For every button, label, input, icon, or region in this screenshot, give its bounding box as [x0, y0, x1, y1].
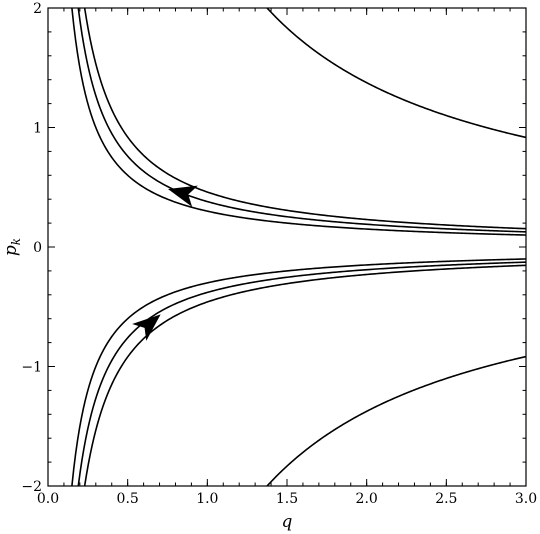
y-tick-label-3: 1	[33, 121, 42, 137]
x-tick-label-2: 1.0	[196, 491, 218, 507]
x-tick-label-1: 0.5	[117, 491, 139, 507]
curve-1	[77, 7, 527, 233]
x-tick-label-5: 2.5	[435, 491, 457, 507]
x-tick-label-4: 2.0	[356, 491, 378, 507]
arrow-1	[132, 314, 161, 341]
arrow-0	[167, 185, 198, 207]
x-axis-label: q	[282, 512, 293, 532]
y-axis-label-sub: k	[9, 238, 23, 245]
curve-3	[266, 7, 527, 139]
ticks-layer	[47, 7, 527, 487]
x-tick-label-6: 3.0	[515, 491, 537, 507]
plot-frame	[47, 7, 527, 487]
tick-labels-layer: 0.0 0.5 1.0 1.5 2.0 2.5 3.0 −2 −1 0 1 2	[21, 1, 537, 507]
y-tick-label-0: −2	[21, 479, 42, 495]
curve-0	[71, 7, 527, 236]
y-tick-label-2: 0	[33, 240, 42, 256]
curve-2	[83, 7, 527, 230]
y-tick-label-1: −1	[21, 360, 42, 376]
curve-4	[71, 258, 527, 487]
x-tick-label-3: 1.5	[276, 491, 298, 507]
y-axis-label-base: p	[1, 245, 21, 256]
curve-6	[83, 264, 527, 487]
curve-5	[77, 261, 527, 487]
arrows-layer	[132, 185, 198, 341]
curve-7	[266, 355, 527, 487]
y-axis-label: pk	[1, 238, 23, 256]
y-tick-label-4: 2	[33, 1, 42, 17]
curves-layer	[71, 7, 527, 487]
x-tick-label-0: 0.0	[37, 491, 59, 507]
